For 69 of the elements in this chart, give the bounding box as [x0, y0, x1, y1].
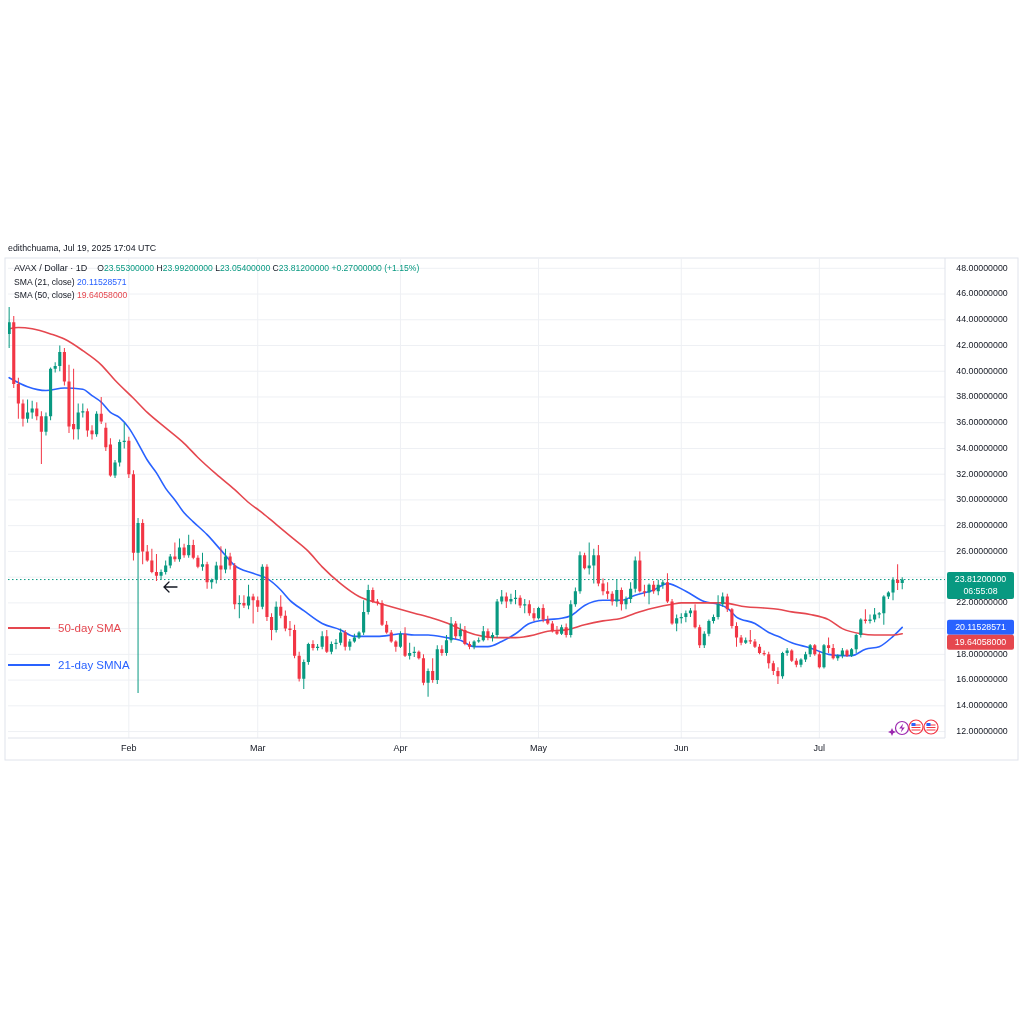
legend-label: 21-day SMNA [58, 659, 130, 672]
x-tick-label: Jul [813, 743, 826, 754]
y-tick-label: 26.00000000 [956, 545, 1008, 556]
candlestick [357, 631, 361, 639]
candlestick [21, 399, 25, 427]
candlestick [90, 425, 94, 440]
candlestick [237, 595, 241, 619]
x-tick-label: May [530, 743, 548, 754]
candlestick [8, 306, 11, 349]
y-tick-label: 14.00000000 [956, 700, 1008, 711]
candlestick [845, 649, 849, 657]
candlestick [822, 644, 826, 669]
x-tick-label: Apr [393, 743, 408, 754]
candlestick [113, 460, 117, 479]
text: 19.64058000 [954, 636, 1007, 647]
candlestick [408, 642, 412, 660]
candlestick [642, 584, 646, 597]
y-tick-label: 42.00000000 [956, 339, 1008, 350]
text: 20.11528571 [955, 621, 1006, 632]
candlestick [53, 362, 57, 373]
y-tick-label: 34.00000000 [956, 442, 1008, 453]
candlestick [587, 542, 591, 575]
candlestick [868, 614, 872, 624]
y-tick-label: 36.00000000 [956, 417, 1008, 428]
y-tick-label: 18.00000000 [956, 648, 1008, 659]
candlestick [380, 600, 384, 627]
candlestick [311, 640, 315, 651]
legend-label: 50-day SMA [58, 622, 122, 635]
candlestick [799, 658, 803, 668]
y-tick-label: 28.00000000 [956, 520, 1008, 530]
annotation: SMA (21, close) 20.11528571 [14, 277, 127, 288]
candlestick [624, 596, 628, 610]
x-tick-label: Mar [249, 743, 266, 754]
y-tick-label: 22.00000000 [956, 597, 1008, 608]
candlestick [532, 608, 536, 621]
candlestick [154, 553, 159, 581]
text: AVAX / Dollar · 1D [14, 263, 88, 274]
y-tick-label: 44.00000000 [956, 314, 1008, 325]
candlestick [265, 564, 269, 621]
y-tick-label: 32.00000000 [956, 468, 1008, 479]
y-tick-label: 48.00000000 [956, 262, 1008, 273]
annotation: SMA (50, close) 19.64058000 [14, 290, 128, 301]
candlestick [403, 627, 407, 657]
candlestick [81, 403, 85, 418]
text: edithchuama, Jul 19, 2025 17:04 UTC [8, 243, 157, 254]
x-tick-label: Jun [674, 743, 689, 754]
candlestick [122, 422, 126, 449]
candlestick [647, 583, 651, 605]
y-tick-label: 30.00000000 [956, 494, 1008, 505]
y-tick-label: 46.00000000 [956, 288, 1008, 299]
y-tick-label: 12.00000000 [956, 725, 1008, 736]
candlestick [555, 626, 559, 636]
candlestick [44, 412, 48, 436]
candlestick [670, 599, 674, 625]
candlestick [827, 637, 831, 654]
y-tick-label: 16.00000000 [956, 674, 1008, 685]
candlestick [334, 638, 338, 650]
line-series [8, 326, 904, 639]
candlestick [288, 620, 292, 637]
text: O23.55300000 H23.99200000 L23.05400000 C23.81200000 +0.27000000 (+1.15%) [97, 263, 420, 274]
candlestick [606, 582, 610, 600]
line-series [8, 376, 904, 657]
y-tick-label: 40.00000000 [956, 365, 1008, 376]
candlestick [200, 552, 205, 571]
x-tick-label: Feb [121, 743, 137, 754]
y-tick-label: 38.00000000 [956, 391, 1008, 402]
candlestick [601, 578, 605, 596]
ref-line-label: 23.81200000 [954, 573, 1007, 584]
text: 06:55:08 [963, 585, 998, 596]
